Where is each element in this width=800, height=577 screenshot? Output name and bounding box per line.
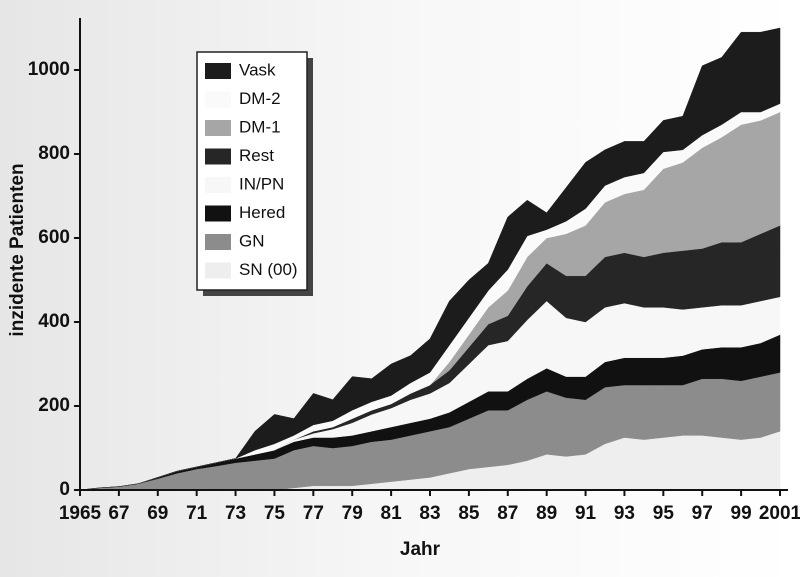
legend-swatch xyxy=(205,262,231,279)
x-tick-label: 67 xyxy=(108,503,129,524)
x-tick-label: 2001 xyxy=(759,503,800,524)
x-tick-label: 79 xyxy=(342,503,363,524)
x-tick-label: 73 xyxy=(225,503,246,524)
legend-swatch xyxy=(205,91,231,108)
x-tick-label: 77 xyxy=(303,503,324,524)
x-tick-label: 87 xyxy=(497,503,518,524)
legend-label: DM-1 xyxy=(239,117,281,136)
legend-box xyxy=(196,51,308,291)
y-tick-label: 200 xyxy=(38,395,70,416)
legend-swatch xyxy=(205,63,231,79)
y-tick-label: 600 xyxy=(38,227,70,248)
x-tick-label: 91 xyxy=(575,503,597,524)
legend-label: IN/PN xyxy=(239,174,284,193)
legend-label: Rest xyxy=(239,146,274,165)
x-tick-label: 1965 xyxy=(59,503,102,524)
legend-swatch xyxy=(205,120,231,136)
x-tick-label: 99 xyxy=(731,503,752,524)
x-tick-label: 69 xyxy=(147,503,168,524)
legend-swatch xyxy=(205,148,231,165)
legend-label: SN (00) xyxy=(239,260,298,279)
y-axis-label: inzidente Patienten xyxy=(7,163,28,336)
legend-label: Vask xyxy=(239,60,276,79)
x-tick-label: 95 xyxy=(653,503,675,524)
x-tick-label: 83 xyxy=(419,503,440,524)
legend-label: Hered xyxy=(239,203,285,222)
y-tick-label: 1000 xyxy=(28,59,70,80)
x-axis-label: Jahr xyxy=(400,539,441,560)
legend: Vask DM-2 DM-1 Rest IN/PN Hered GN SN (00) xyxy=(196,51,313,296)
x-tick-label: 85 xyxy=(458,503,480,524)
legend-label: GN xyxy=(239,231,265,250)
axes: 0 200 400 600 800 1000 1965 67 69 71 73 75 77 79 81 83 8… xyxy=(28,18,800,524)
legend-swatch xyxy=(205,177,231,193)
legend-swatch xyxy=(205,205,231,222)
area xyxy=(79,27,781,491)
x-tick-label: 75 xyxy=(264,503,286,524)
y-tick-label: 0 xyxy=(59,479,70,500)
areas xyxy=(79,27,781,491)
x-tick-label: 97 xyxy=(692,503,713,524)
y-tick-label: 800 xyxy=(38,143,70,164)
x-tick-label: 71 xyxy=(186,503,208,524)
x-tick-label: 81 xyxy=(381,503,403,524)
legend-label: DM-2 xyxy=(239,89,281,108)
x-tick-label: 93 xyxy=(614,503,635,524)
y-tick-label: 400 xyxy=(38,311,70,332)
legend-swatch xyxy=(205,234,231,250)
x-tick-label: 89 xyxy=(536,503,557,524)
